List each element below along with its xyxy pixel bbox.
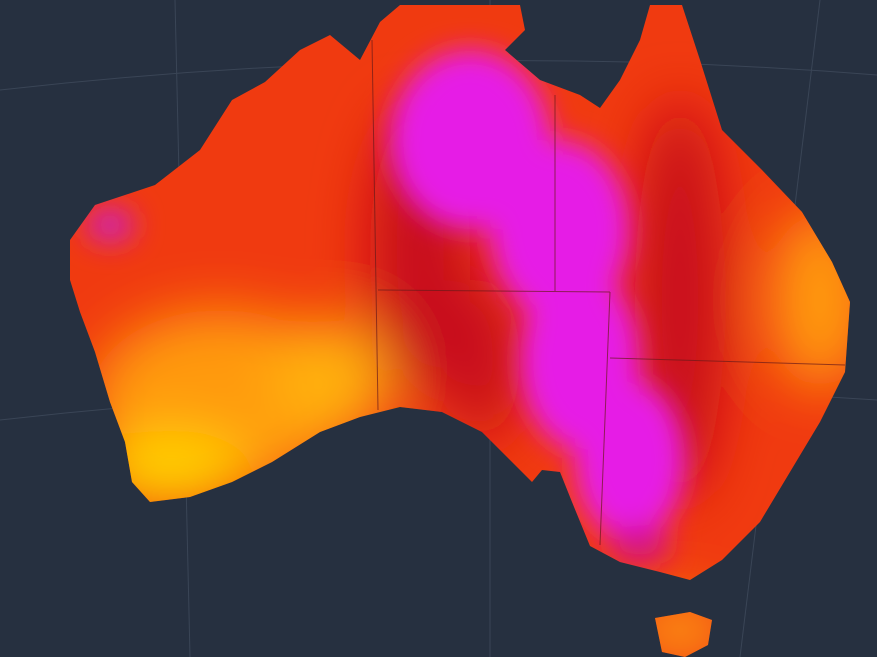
- state-borders: [371, 39, 846, 546]
